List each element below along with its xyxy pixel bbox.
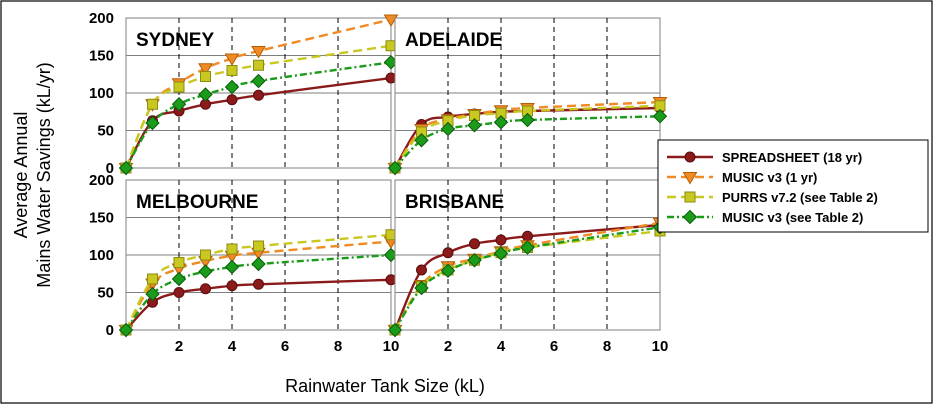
data-point-spreadsheet-18-yr-brisbane bbox=[470, 239, 480, 249]
y-tick-label: 200 bbox=[89, 10, 114, 27]
panel-brisbane: 2 4 6 8 10 BRISBANE bbox=[389, 180, 669, 355]
x-axis-title: Rainwater Tank Size (kL) bbox=[285, 376, 485, 396]
data-point-spreadsheet-18-yr-melbourne bbox=[201, 284, 211, 294]
legend-item-music-v3-1-yr: MUSIC v3 (1 yr) bbox=[667, 170, 817, 185]
x-tick-label: 2 bbox=[444, 338, 452, 355]
x-tick-label: 4 bbox=[497, 338, 506, 355]
y-tick-label: 100 bbox=[89, 247, 114, 264]
legend-label-purrs-v7-2-see-table-2: PURRS v7.2 (see Table 2) bbox=[722, 190, 878, 205]
x-tick-label: 10 bbox=[652, 338, 669, 355]
x-tick-label: 2 bbox=[175, 338, 183, 355]
data-point-purrs-v7-2-see-table-2-melbourne bbox=[254, 241, 264, 251]
data-point-spreadsheet-18-yr-melbourne bbox=[227, 281, 237, 291]
legend-label-spreadsheet-18-yr: SPREADSHEET (18 yr) bbox=[722, 150, 862, 165]
data-point-purrs-v7-2-see-table-2-melbourne bbox=[174, 258, 184, 268]
x-tick-label: 8 bbox=[334, 338, 342, 355]
panel-title-brisbane: BRISBANE bbox=[405, 192, 504, 213]
data-point-spreadsheet-18-yr-melbourne bbox=[254, 279, 264, 289]
x-tick-label: 4 bbox=[228, 338, 237, 355]
y-tick-label: 50 bbox=[97, 285, 114, 302]
panel-title-melbourne: MELBOURNE bbox=[136, 192, 258, 213]
data-point-spreadsheet-18-yr-brisbane bbox=[417, 265, 427, 275]
x-tick-label: 8 bbox=[603, 338, 611, 355]
panels-layer: 0 50 100 150 200 SYDNEY ADELAIDE 0 50 100 150 200 2 4… bbox=[89, 10, 668, 355]
legend-marker-spreadsheet-18-yr bbox=[685, 152, 695, 162]
y-tick-label: 0 bbox=[106, 322, 114, 339]
data-point-spreadsheet-18-yr-sydney bbox=[227, 95, 237, 105]
y-tick-label: 50 bbox=[97, 123, 114, 140]
y-axis-title-line1: Average Annual bbox=[11, 112, 31, 239]
panel-adelaide: ADELAIDE bbox=[389, 18, 667, 175]
data-point-purrs-v7-2-see-table-2-melbourne bbox=[227, 244, 237, 254]
legend-marker-purrs-v7-2-see-table-2 bbox=[685, 192, 695, 202]
data-point-purrs-v7-2-see-table-2-melbourne bbox=[201, 250, 211, 260]
y-tick-label: 100 bbox=[89, 85, 114, 102]
y-tick-label: 150 bbox=[89, 48, 114, 65]
data-point-purrs-v7-2-see-table-2-sydney bbox=[148, 99, 158, 109]
data-point-spreadsheet-18-yr-sydney bbox=[254, 90, 264, 100]
x-tick-label: 10 bbox=[383, 338, 400, 355]
data-point-purrs-v7-2-see-table-2-sydney bbox=[174, 82, 184, 92]
panel-sydney: 0 50 100 150 200 SYDNEY bbox=[89, 10, 398, 177]
y-tick-label: 150 bbox=[89, 210, 114, 227]
data-point-purrs-v7-2-see-table-2-melbourne bbox=[148, 274, 158, 284]
panel-melbourne: 0 50 100 150 200 2 4 6 8 10 MELBOURNE bbox=[89, 172, 399, 355]
data-point-spreadsheet-18-yr-melbourne bbox=[174, 288, 184, 298]
data-point-purrs-v7-2-see-table-2-sydney bbox=[201, 72, 211, 82]
data-point-purrs-v7-2-see-table-2-sydney bbox=[254, 60, 264, 70]
panel-title-adelaide: ADELAIDE bbox=[405, 30, 502, 51]
panel-title-sydney: SYDNEY bbox=[136, 30, 214, 51]
data-point-spreadsheet-18-yr-brisbane bbox=[523, 231, 533, 241]
legend: SPREADSHEET (18 yr) MUSIC v3 (1 yr) PURRS … bbox=[658, 140, 928, 232]
legend-label-music-v3-see-table-2: MUSIC v3 (see Table 2) bbox=[722, 210, 863, 225]
x-tick-label: 6 bbox=[550, 338, 558, 355]
data-point-spreadsheet-18-yr-brisbane bbox=[496, 235, 506, 245]
legend-label-music-v3-1-yr: MUSIC v3 (1 yr) bbox=[722, 170, 817, 185]
y-axis-title-line2: Mains Water Savings (kL/yr) bbox=[34, 62, 54, 287]
x-tick-label: 6 bbox=[281, 338, 289, 355]
data-point-purrs-v7-2-see-table-2-sydney bbox=[227, 66, 237, 76]
data-point-spreadsheet-18-yr-brisbane bbox=[443, 248, 453, 258]
y-tick-label: 200 bbox=[89, 172, 114, 189]
